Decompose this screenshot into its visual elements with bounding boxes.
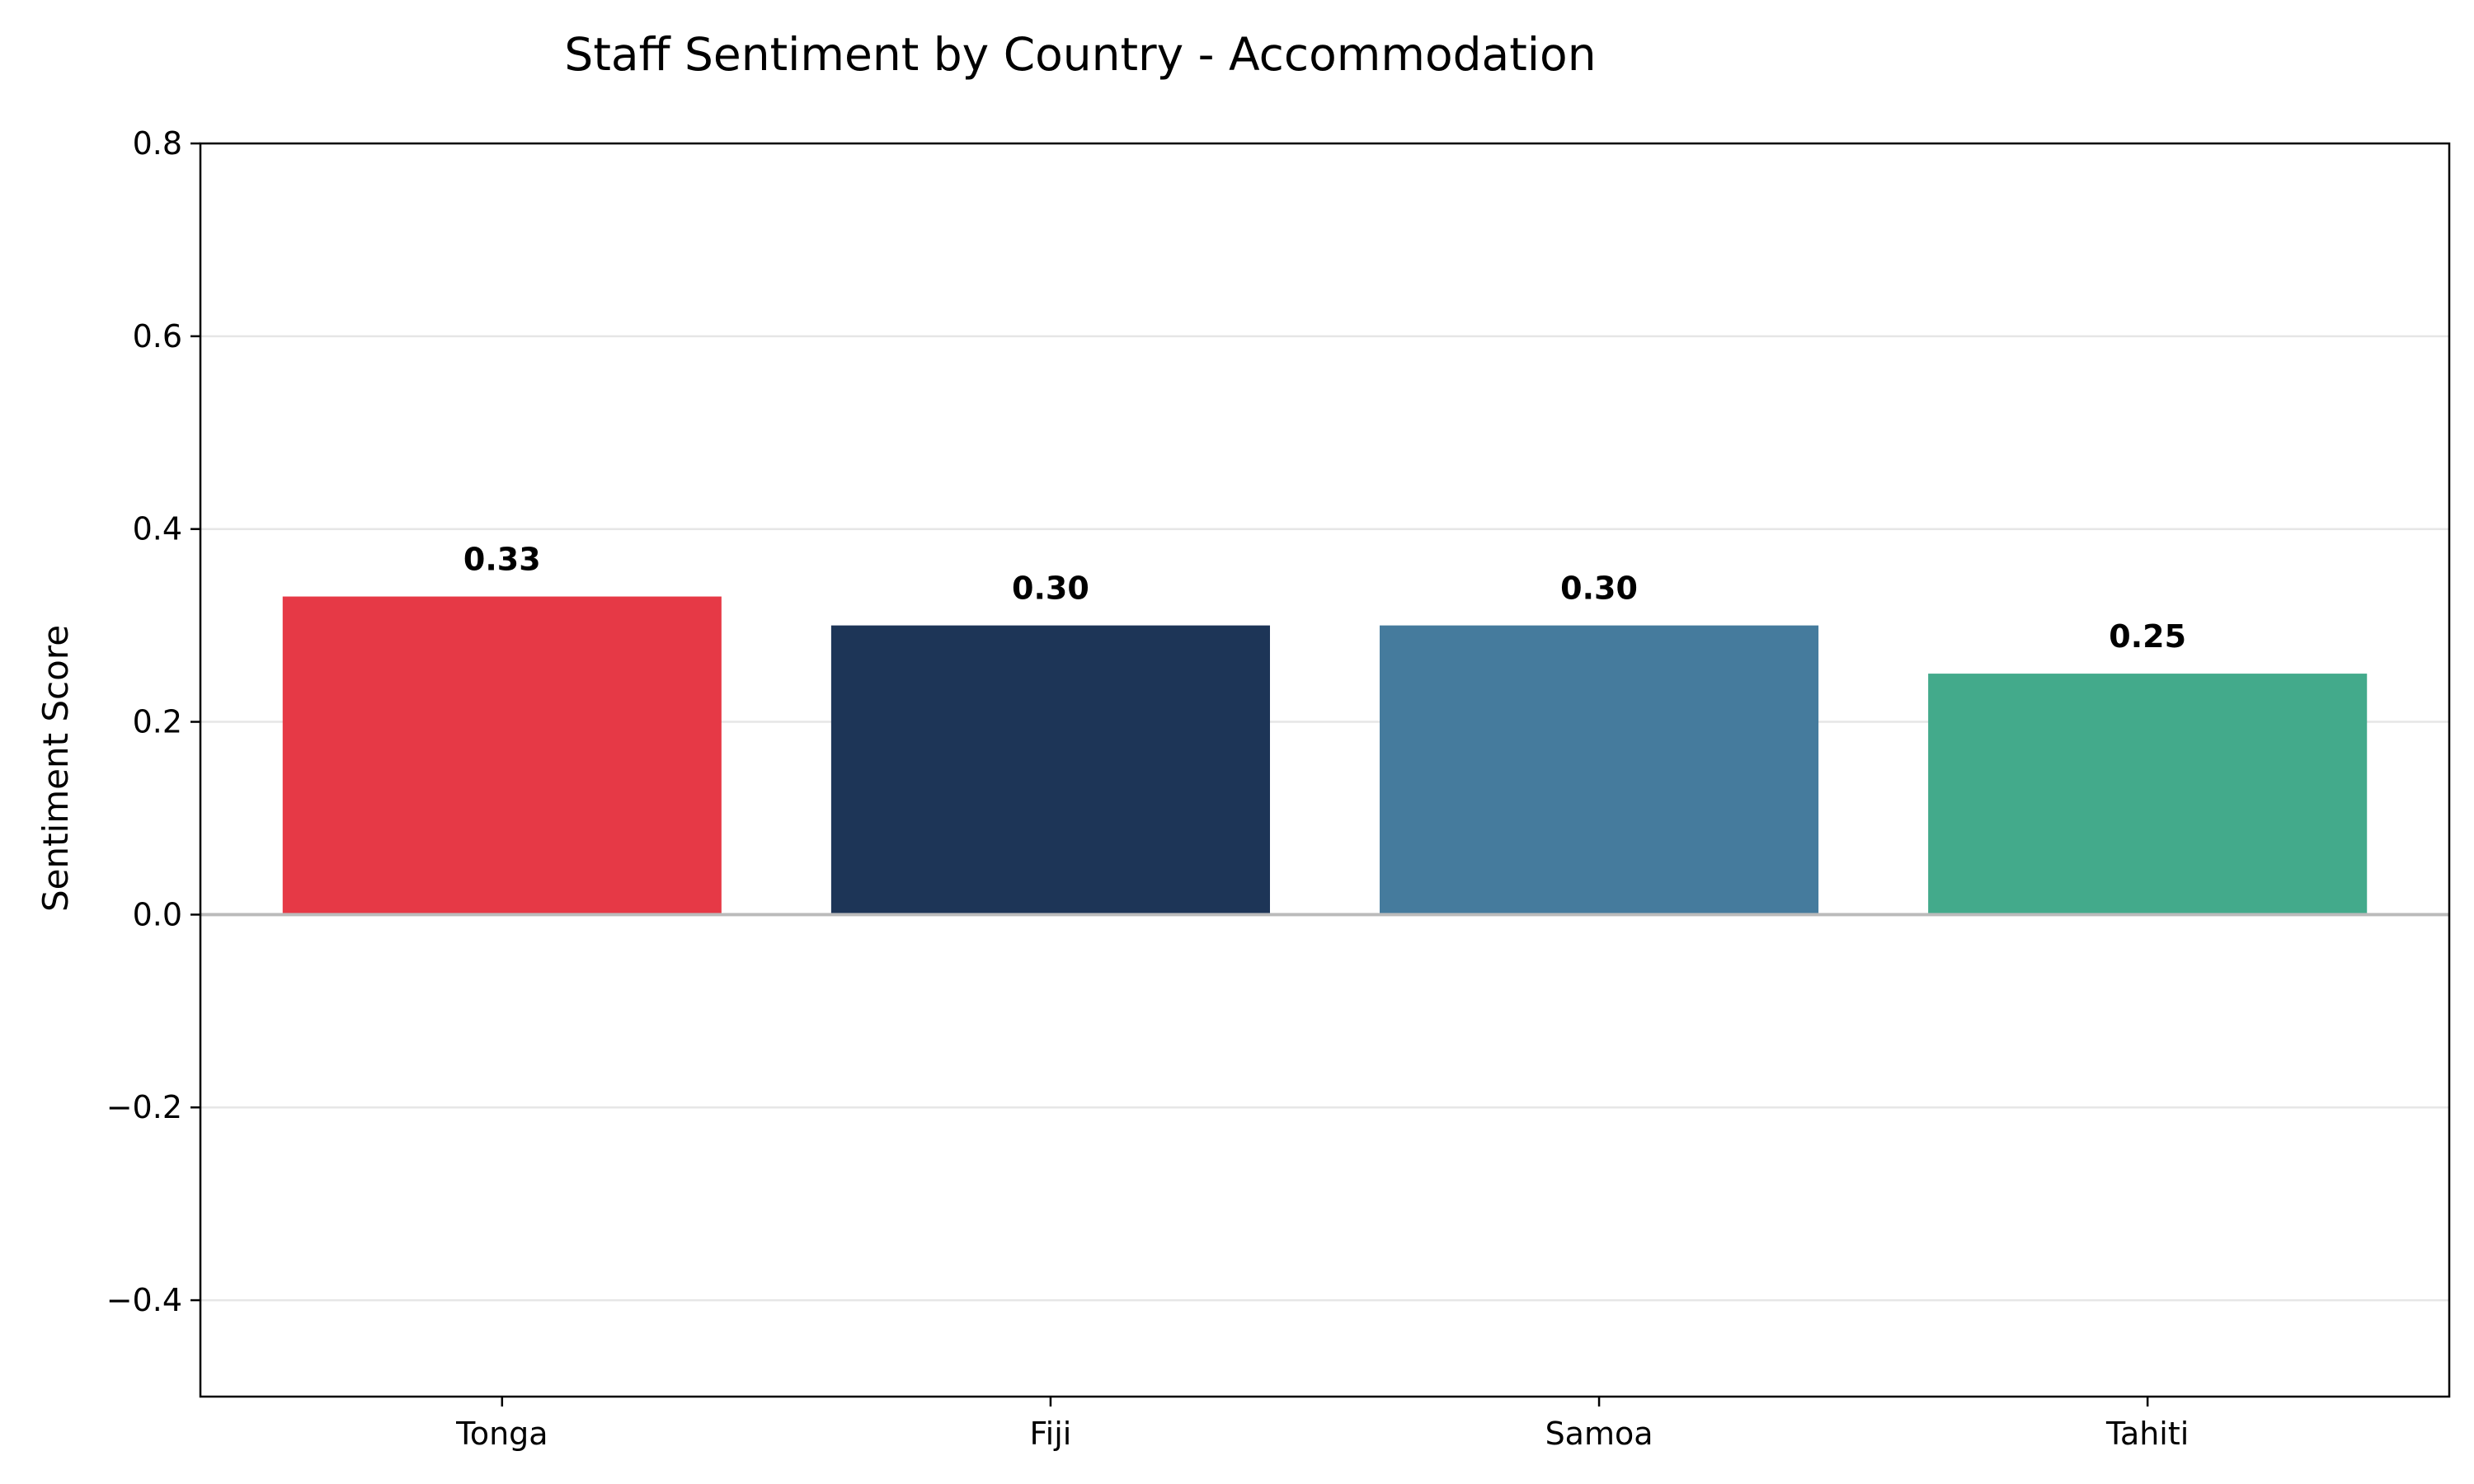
bar-value-label: 0.25 xyxy=(2109,618,2186,655)
bars xyxy=(282,596,2368,915)
y-tick-label: 0.8 xyxy=(133,125,182,162)
bar-samoa xyxy=(1380,625,1819,915)
value-labels: 0.33 0.30 0.30 0.25 xyxy=(463,542,2186,655)
x-tick-label: Tonga xyxy=(455,1416,548,1452)
chart-title: Staff Sentiment by Country - Accommodati… xyxy=(564,28,1596,81)
axes: −0.4 −0.2 0.0 0.2 0.4 0.6 0.8 Tonga Fiji Samoa Tah… xyxy=(106,125,2451,1452)
bar-value-label: 0.33 xyxy=(463,542,541,578)
y-tick-label: 0.2 xyxy=(133,704,182,740)
y-tick-label: 0.4 xyxy=(133,511,182,547)
y-tick-label: 0.6 xyxy=(133,318,182,355)
x-tick-label: Tahiti xyxy=(2105,1416,2189,1452)
bar-tahiti xyxy=(1928,674,2368,915)
y-tick-label: −0.2 xyxy=(106,1089,182,1125)
y-axis-label: Sentiment Score xyxy=(35,625,76,912)
x-tick-label: Samoa xyxy=(1545,1416,1653,1452)
bar-value-label: 0.30 xyxy=(1012,571,1089,607)
x-tick-label: Fiji xyxy=(1030,1416,1072,1452)
y-tick-label: 0.0 xyxy=(133,896,182,932)
y-tick-label: −0.4 xyxy=(106,1282,182,1318)
bar-fiji xyxy=(830,625,1270,915)
plot-frame xyxy=(199,142,2451,1398)
bar-value-label: 0.30 xyxy=(1560,571,1638,607)
bar-tonga xyxy=(282,596,722,915)
